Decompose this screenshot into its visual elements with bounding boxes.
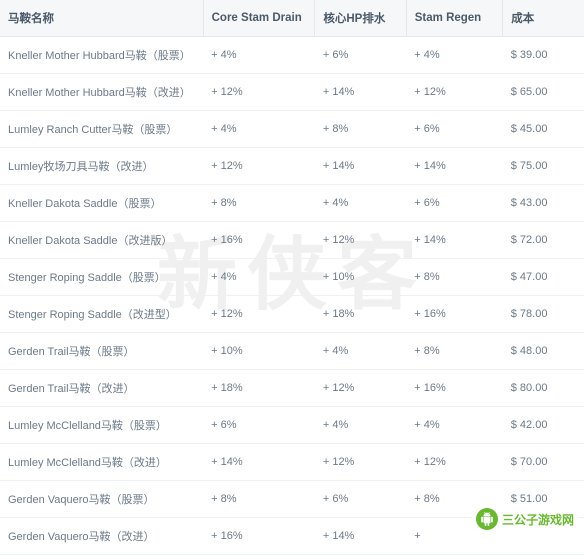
table-cell: Gerden Trail马鞍（股票） [0, 333, 203, 370]
table-cell: + 8% [203, 185, 315, 222]
table-cell: $ 42.00 [503, 407, 584, 444]
table-cell: $ 43.00 [503, 185, 584, 222]
table-cell: + 8% [315, 111, 406, 148]
table-row: Kneller Dakota Saddle（改进版）+ 16%+ 12%+ 14… [0, 222, 584, 259]
table-cell: + 10% [203, 333, 315, 370]
table-cell: + 8% [203, 481, 315, 518]
site-badge: 三公子游戏网 [472, 506, 578, 532]
table-cell: + 16% [203, 222, 315, 259]
android-icon [476, 508, 498, 530]
table-cell: + 4% [203, 259, 315, 296]
table-row: Stenger Roping Saddle（股票）+ 4%+ 10%+ 8%$ … [0, 259, 584, 296]
table-cell: $ 78.00 [503, 296, 584, 333]
table-cell: + 14% [203, 444, 315, 481]
table-cell: + 4% [315, 185, 406, 222]
col-header-drain: Core Stam Drain [203, 0, 315, 37]
table-cell: + 6% [406, 111, 502, 148]
table-cell: Gerden Trail马鞍（改进） [0, 370, 203, 407]
table-cell: Kneller Dakota Saddle（改进版） [0, 222, 203, 259]
table-cell: + 16% [406, 296, 502, 333]
table-row: Lumley McClelland马鞍（股票）+ 6%+ 4%+ 4%$ 42.… [0, 407, 584, 444]
table-cell: Kneller Mother Hubbard马鞍（改进） [0, 74, 203, 111]
table-cell: + 6% [315, 481, 406, 518]
table-cell: + 6% [406, 185, 502, 222]
table-cell: + 4% [406, 37, 502, 74]
table-cell: $ 48.00 [503, 333, 584, 370]
table-cell: + 4% [203, 111, 315, 148]
table-cell: $ 80.00 [503, 370, 584, 407]
table-cell: $ 39.00 [503, 37, 584, 74]
table-cell: Lumley McClelland马鞍（改进） [0, 444, 203, 481]
table-row: Kneller Mother Hubbard马鞍（改进）+ 12%+ 14%+ … [0, 74, 584, 111]
table-cell: + 16% [406, 370, 502, 407]
col-header-regen: Stam Regen [406, 0, 502, 37]
table-cell: + 14% [315, 74, 406, 111]
table-body: Kneller Mother Hubbard马鞍（股票）+ 4%+ 6%+ 4%… [0, 37, 584, 555]
table-cell: + 6% [315, 37, 406, 74]
table-cell: Stenger Roping Saddle（改进型） [0, 296, 203, 333]
table-cell: Gerden Vaquero马鞍（股票） [0, 481, 203, 518]
table-cell: $ 47.00 [503, 259, 584, 296]
table-cell: + 4% [406, 407, 502, 444]
table-cell: $ 45.00 [503, 111, 584, 148]
table-row: Lumley牧场刀具马鞍（改进）+ 12%+ 14%+ 14%$ 75.00 [0, 148, 584, 185]
table-cell: + 18% [315, 296, 406, 333]
table-cell: + 4% [315, 333, 406, 370]
saddle-table: 马鞍名称 Core Stam Drain 核心HP排水 Stam Regen 成… [0, 0, 584, 555]
table-cell: + 14% [406, 148, 502, 185]
table-cell: + 12% [315, 444, 406, 481]
table-cell: Lumley牧场刀具马鞍（改进） [0, 148, 203, 185]
table-cell: + 16% [203, 518, 315, 555]
table-row: Kneller Mother Hubbard马鞍（股票）+ 4%+ 6%+ 4%… [0, 37, 584, 74]
table-cell: + 14% [315, 518, 406, 555]
table-row: Gerden Trail马鞍（改进）+ 18%+ 12%+ 16%$ 80.00 [0, 370, 584, 407]
table-cell: + 12% [203, 148, 315, 185]
table-cell: Lumley Ranch Cutter马鞍（股票） [0, 111, 203, 148]
table-cell: $ 72.00 [503, 222, 584, 259]
table-cell: + 12% [406, 444, 502, 481]
table-cell: + 12% [203, 296, 315, 333]
table-row: Gerden Trail马鞍（股票）+ 10%+ 4%+ 8%$ 48.00 [0, 333, 584, 370]
table-cell: $ 65.00 [503, 74, 584, 111]
table-cell: $ 70.00 [503, 444, 584, 481]
table-cell: + 6% [203, 407, 315, 444]
table-cell: + 14% [315, 148, 406, 185]
col-header-hp: 核心HP排水 [315, 0, 406, 37]
table-cell: + 12% [406, 74, 502, 111]
table-row: Lumley McClelland马鞍（改进）+ 14%+ 12%+ 12%$ … [0, 444, 584, 481]
table-cell: + 4% [203, 37, 315, 74]
table-cell: + 8% [406, 333, 502, 370]
table-cell: + 4% [315, 407, 406, 444]
table-cell: + 14% [406, 222, 502, 259]
table-cell: $ 75.00 [503, 148, 584, 185]
table-cell: + 12% [203, 74, 315, 111]
table-cell: + 8% [406, 259, 502, 296]
table-cell: Lumley McClelland马鞍（股票） [0, 407, 203, 444]
col-header-cost: 成本 [503, 0, 584, 37]
table-row: Lumley Ranch Cutter马鞍（股票）+ 4%+ 8%+ 6%$ 4… [0, 111, 584, 148]
table-cell: Kneller Mother Hubbard马鞍（股票） [0, 37, 203, 74]
col-header-name: 马鞍名称 [0, 0, 203, 37]
table-cell: + 12% [315, 222, 406, 259]
table-row: Stenger Roping Saddle（改进型）+ 12%+ 18%+ 16… [0, 296, 584, 333]
site-label: 三公子游戏网 [502, 511, 574, 528]
table-cell: + 12% [315, 370, 406, 407]
table-cell: + 10% [315, 259, 406, 296]
table-cell: Kneller Dakota Saddle（股票） [0, 185, 203, 222]
table-cell: Gerden Vaquero马鞍（改进） [0, 518, 203, 555]
table-cell: + 18% [203, 370, 315, 407]
table-cell: Stenger Roping Saddle（股票） [0, 259, 203, 296]
table-row: Kneller Dakota Saddle（股票）+ 8%+ 4%+ 6%$ 4… [0, 185, 584, 222]
table-header-row: 马鞍名称 Core Stam Drain 核心HP排水 Stam Regen 成… [0, 0, 584, 37]
